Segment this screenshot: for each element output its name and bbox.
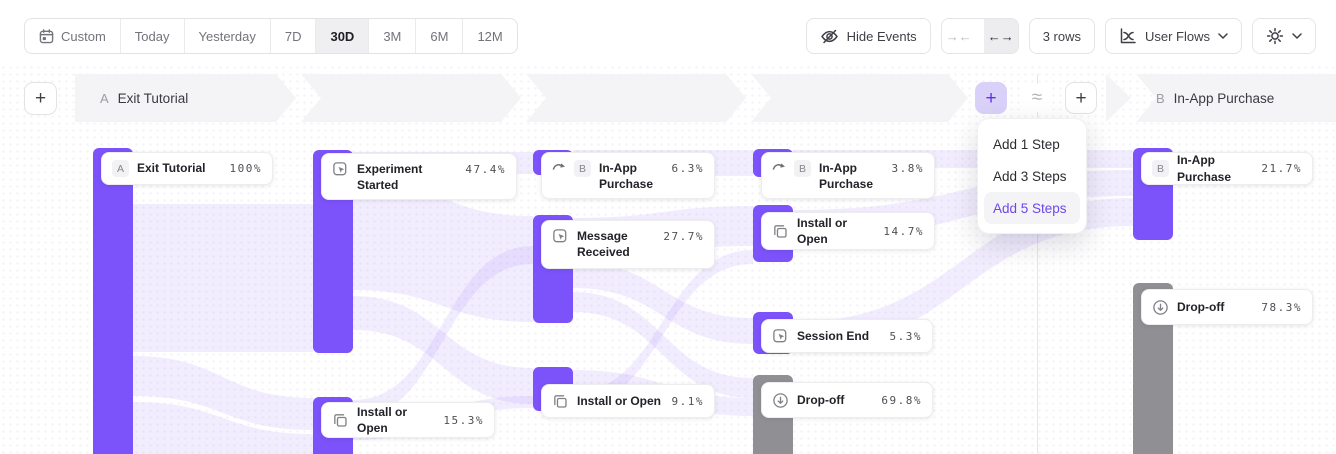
step-band-a-seg1[interactable] — [75, 74, 296, 122]
add-step-before-button[interactable]: + — [24, 82, 57, 115]
date-range-30d[interactable]: 30D — [316, 19, 370, 53]
toolbar: Custom Today Yesterday 7D 30D 3M 6M 12M … — [24, 18, 1316, 54]
date-range-3m[interactable]: 3M — [369, 19, 417, 53]
step-b-name: In-App Purchase — [1173, 90, 1275, 106]
date-range-label: Custom — [61, 28, 106, 44]
date-range-today[interactable]: Today — [121, 19, 185, 53]
date-range-yesterday[interactable]: Yesterday — [185, 19, 271, 53]
event-icon — [553, 229, 567, 243]
step-band-b[interactable] — [1136, 74, 1336, 122]
menu-item-add-1-step[interactable]: Add 1 Step — [993, 136, 1060, 152]
step-b-letter: B — [1156, 90, 1165, 106]
menu-item-add-5-steps[interactable]: Add 5 Steps — [984, 192, 1080, 224]
plus-icon: + — [985, 87, 997, 109]
chart-type-selector[interactable]: User Flows — [1104, 18, 1242, 54]
drop-off-icon — [773, 392, 788, 408]
copy-icon — [554, 394, 567, 408]
node-card-install-or-open-9[interactable]: Install or Open 9.1% — [541, 384, 715, 418]
step-band-a-seg4[interactable] — [751, 74, 968, 122]
menu-item-add-3-steps[interactable]: Add 3 Steps — [993, 168, 1067, 184]
date-range-6m[interactable]: 6M — [416, 19, 464, 53]
node-card-install-or-open-14[interactable]: Install or Open 14.7% — [761, 212, 935, 250]
node-card-experiment-started[interactable]: Experiment Started 47.4% — [321, 153, 517, 200]
date-range-segmented-control: Custom Today Yesterday 7D 30D 3M 6M 12M — [24, 18, 518, 54]
node-card-drop-off-78[interactable]: Drop-off 78.3% — [1141, 289, 1313, 325]
date-range-7d[interactable]: 7D — [271, 19, 317, 53]
step-band-a-seg3[interactable] — [526, 74, 746, 122]
node-card-install-or-open-15[interactable]: Install or Open 15.3% — [321, 402, 495, 438]
node-card-session-end[interactable]: Session End 5.3% — [761, 319, 933, 353]
rows-button[interactable]: 3 rows — [1028, 18, 1095, 54]
chevron-down-icon — [1218, 33, 1228, 39]
expand-icon: ←→ — [987, 28, 1014, 44]
plus-icon: + — [34, 88, 47, 109]
step-band-a-seg2[interactable] — [301, 74, 521, 122]
event-icon — [333, 162, 347, 176]
step-b-header: B In-App Purchase — [1156, 74, 1274, 122]
step-a-name: Exit Tutorial — [117, 90, 189, 106]
step-b-badge: B — [1152, 160, 1169, 177]
add-step-between-button[interactable]: + — [975, 82, 1007, 114]
node-card-exit-tutorial[interactable]: A Exit Tutorial 100% — [101, 152, 273, 185]
collapse-icon: →← — [945, 28, 972, 44]
step-a-header: A Exit Tutorial — [100, 74, 188, 122]
copy-icon — [774, 224, 787, 238]
step-a-badge: A — [112, 160, 129, 177]
metric-trend-icon — [552, 163, 565, 170]
node-card-in-app-purchase-3[interactable]: B In-App Purchase 3.8% — [761, 152, 935, 199]
calendar-icon — [39, 28, 54, 43]
add-step-before-b-button[interactable]: + — [1065, 82, 1097, 114]
node-card-b-in-app-purchase[interactable]: B In-App Purchase 21.7% — [1141, 152, 1313, 185]
plus-icon: + — [1075, 87, 1087, 109]
node-bar-exit-tutorial[interactable] — [93, 148, 133, 454]
copy-icon — [334, 413, 347, 427]
step-b-badge: B — [794, 160, 811, 177]
metric-trend-icon — [772, 163, 785, 170]
node-card-drop-off-69[interactable]: Drop-off 69.8% — [761, 382, 933, 418]
node-card-in-app-purchase-6[interactable]: B In-App Purchase 6.3% — [541, 152, 715, 199]
chevron-down-icon — [1292, 33, 1302, 39]
gear-icon — [1266, 27, 1284, 45]
date-range-12m[interactable]: 12M — [477, 28, 503, 44]
date-range-custom[interactable]: Custom — [25, 19, 121, 53]
node-card-message-received[interactable]: Message Received 27.7% — [541, 220, 715, 269]
eye-off-icon — [820, 29, 838, 43]
collapse-expand-toggle: →← ←→ — [940, 18, 1019, 54]
collapse-columns-button[interactable]: →← — [942, 19, 976, 53]
settings-button[interactable] — [1252, 18, 1316, 54]
step-boundary-line — [1037, 74, 1038, 454]
approx-gap-icon: ≈ — [1022, 84, 1052, 112]
hide-events-button[interactable]: Hide Events — [805, 18, 931, 54]
step-b-badge: B — [574, 160, 591, 177]
user-flows-icon — [1120, 28, 1136, 44]
expand-columns-button[interactable]: ←→ — [983, 19, 1018, 53]
toolbar-right-group: Hide Events →← ←→ 3 rows User Flows — [805, 18, 1316, 54]
event-icon — [773, 328, 787, 342]
add-steps-menu: Add 1 Step Add 3 Steps Add 5 Steps — [977, 118, 1087, 234]
drop-off-icon — [1153, 299, 1168, 315]
step-a-letter: A — [100, 90, 109, 106]
